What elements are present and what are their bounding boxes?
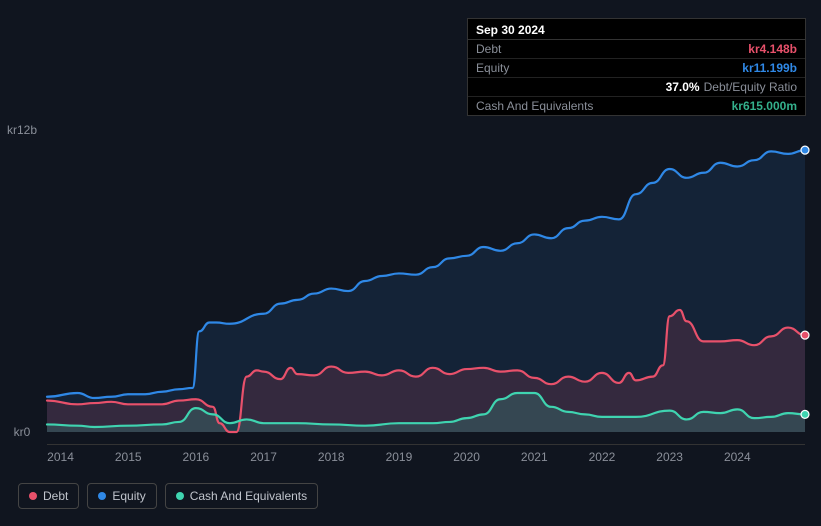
tooltip-row-suffix: Debt/Equity Ratio [704,80,797,94]
x-axis-label: 2014 [47,450,74,464]
tooltip-row-label: Debt [476,42,501,56]
tooltip-row-label [476,80,479,94]
legend-item-equity[interactable]: Equity [87,483,156,509]
x-axis-label: 2024 [724,450,751,464]
tooltip-row-value: kr4.148b [748,42,797,56]
x-axis-label: 2023 [656,450,683,464]
legend-dot-icon [176,492,184,500]
legend-item-debt[interactable]: Debt [18,483,79,509]
x-axis-label: 2015 [115,450,142,464]
end-marker-equity [801,146,809,154]
end-marker-cash [801,410,809,418]
tooltip-row: 37.0%Debt/Equity Ratio [468,78,805,97]
y-axis-label: kr12b [7,123,37,137]
x-axis-label: 2022 [589,450,616,464]
legend-dot-icon [98,492,106,500]
x-axis-label: 2016 [183,450,210,464]
tooltip-row-label: Cash And Equivalents [476,99,593,113]
x-axis-label: 2021 [521,450,548,464]
tooltip-row-value: kr615.000m [732,99,797,113]
tooltip-row-label: Equity [476,61,509,75]
x-axis-label: 2019 [386,450,413,464]
tooltip-date: Sep 30 2024 [468,19,805,40]
tooltip-row-value: kr11.199b [742,61,797,75]
x-axis-label: 2018 [318,450,345,464]
tooltip-row: Cash And Equivalents kr615.000m [468,97,805,115]
legend-item-label: Cash And Equivalents [190,489,307,503]
end-marker-debt [801,331,809,339]
x-axis-line [47,444,805,445]
legend-item-cash[interactable]: Cash And Equivalents [165,483,318,509]
legend-item-label: Debt [43,489,68,503]
legend: Debt Equity Cash And Equivalents [18,483,318,509]
hover-tooltip: Sep 30 2024 Debtkr4.148bEquitykr11.199b … [467,18,806,116]
tooltip-row: Equity kr11.199b [468,59,805,78]
tooltip-row-value: 37.0%Debt/Equity Ratio [666,80,797,94]
y-axis-label: kr0 [14,425,31,439]
x-axis-label: 2020 [453,450,480,464]
legend-item-label: Equity [112,489,145,503]
legend-dot-icon [29,492,37,500]
x-axis-label: 2017 [250,450,277,464]
tooltip-row: Debt kr4.148b [468,40,805,59]
